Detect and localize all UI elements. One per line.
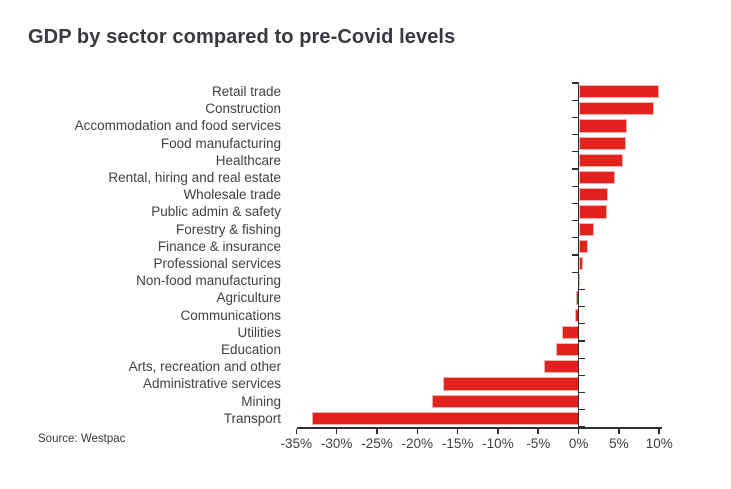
category-axis-tick bbox=[572, 202, 578, 205]
category-label: Administrative services bbox=[142, 376, 281, 392]
category-label: Communications bbox=[180, 307, 281, 323]
bar bbox=[579, 171, 615, 185]
category-axis-tick bbox=[579, 357, 586, 359]
source-note: Source: Westpac bbox=[38, 433, 126, 445]
bar bbox=[579, 85, 660, 99]
x-axis-tick-label: -15% bbox=[441, 436, 474, 451]
x-axis-tick bbox=[577, 428, 580, 434]
x-axis-tick-label: -35% bbox=[280, 436, 313, 451]
bar bbox=[443, 377, 579, 391]
category-axis-tick bbox=[572, 254, 578, 256]
x-axis-tick-label: 5% bbox=[609, 436, 629, 451]
category-axis-tick bbox=[572, 151, 578, 153]
x-axis-line bbox=[296, 427, 662, 429]
category-label: Construction bbox=[205, 101, 281, 117]
x-axis-tick bbox=[618, 428, 620, 434]
category-label: Arts, recreation and other bbox=[128, 359, 281, 375]
category-axis-tick bbox=[579, 305, 586, 308]
category-label: Food manufacturing bbox=[160, 135, 281, 151]
category-label: Utilities bbox=[237, 324, 281, 340]
bar bbox=[311, 411, 579, 425]
category-label: Education bbox=[220, 342, 281, 357]
category-axis-tick bbox=[572, 99, 578, 101]
bar bbox=[579, 136, 627, 150]
category-axis-tick bbox=[572, 168, 578, 170]
category-axis-tick bbox=[579, 426, 586, 428]
x-axis-tick bbox=[658, 428, 661, 434]
category-axis-tick bbox=[579, 409, 586, 411]
x-axis-tick-label: 0% bbox=[568, 436, 589, 451]
bar bbox=[561, 325, 579, 339]
category-label: Transport bbox=[223, 410, 281, 426]
category-axis-tick bbox=[572, 82, 578, 84]
chart-title: GDP by sector compared to pre-Covid leve… bbox=[28, 26, 456, 48]
category-label: Rental, hiring and real estate bbox=[108, 170, 281, 185]
category-label: Non-food manufacturing bbox=[136, 273, 281, 289]
category-label: Mining bbox=[241, 393, 281, 409]
category-axis-tick bbox=[572, 237, 578, 239]
x-axis-tick-label: 10% bbox=[645, 436, 673, 451]
x-axis-tick-label: -5% bbox=[526, 436, 551, 451]
bar bbox=[556, 343, 579, 357]
category-label: Healthcare bbox=[215, 152, 281, 168]
category-label: Public admin & safety bbox=[151, 204, 281, 220]
x-axis-tick bbox=[497, 428, 499, 434]
bar bbox=[579, 205, 607, 219]
bar bbox=[579, 102, 654, 116]
x-axis-tick bbox=[537, 428, 540, 434]
category-label: Finance & insurance bbox=[157, 238, 281, 254]
category-axis-tick bbox=[572, 185, 578, 187]
bar bbox=[431, 394, 579, 408]
category-axis-tick bbox=[572, 116, 578, 119]
category-axis-tick bbox=[579, 288, 586, 291]
category-axis-tick bbox=[572, 133, 578, 136]
category-axis-tick bbox=[579, 340, 586, 342]
category-axis-tick bbox=[579, 374, 586, 377]
x-axis-tick-label: -10% bbox=[482, 436, 514, 451]
bar bbox=[579, 188, 608, 202]
category-label: Wholesale trade bbox=[183, 187, 281, 203]
bar bbox=[579, 239, 589, 253]
category-label: Retail trade bbox=[211, 84, 281, 99]
bar bbox=[579, 222, 594, 236]
zero-axis-line bbox=[577, 82, 580, 428]
bar bbox=[579, 257, 584, 271]
category-label: Forestry & fishing bbox=[175, 221, 281, 237]
x-axis-tick bbox=[376, 428, 378, 434]
x-axis-tick bbox=[456, 428, 459, 434]
category-axis-tick bbox=[572, 219, 578, 222]
category-label: Accommodation and food services bbox=[74, 118, 281, 134]
x-axis-tick-label: -25% bbox=[361, 436, 393, 451]
x-axis-tick bbox=[416, 428, 419, 434]
x-axis-tick-label: -20% bbox=[401, 436, 434, 451]
bar bbox=[543, 360, 579, 374]
bar bbox=[579, 119, 627, 133]
category-axis-tick bbox=[572, 271, 578, 273]
category-label: Professional services bbox=[153, 256, 281, 271]
category-axis-tick bbox=[579, 323, 586, 325]
category-axis-tick bbox=[579, 391, 586, 394]
x-axis-tick bbox=[295, 428, 298, 434]
x-axis-tick-label: -30% bbox=[320, 436, 353, 451]
bar bbox=[579, 153, 623, 167]
category-label: Agriculture bbox=[216, 290, 281, 306]
x-axis-tick bbox=[335, 428, 338, 434]
